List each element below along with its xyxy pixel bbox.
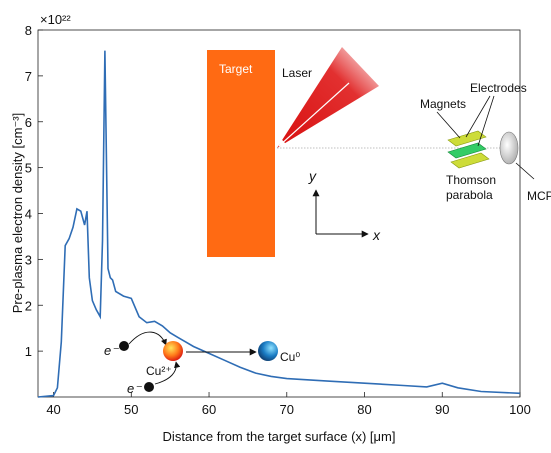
mcp-label: MCP (527, 189, 551, 203)
y-tick-label: 6 (25, 115, 32, 130)
electron-label-upper: e⁻ (104, 343, 119, 358)
thomson-label-line2: parabola (446, 188, 493, 202)
magnets-pointer (436, 111, 461, 139)
y-tick-label: 5 (25, 161, 32, 176)
y-multiplier: ×10²² (40, 12, 71, 27)
electron-path-upper (128, 331, 167, 346)
x-tick-label: 50 (124, 402, 138, 417)
mcp-pointer (515, 162, 535, 180)
electron-label-lower: e⁻ (127, 381, 142, 396)
y-tick-label: 1 (25, 344, 32, 359)
x-tick-label: 100 (509, 402, 531, 417)
electrodes-label: Electrodes (470, 81, 527, 95)
y-direction-label: y (308, 168, 317, 184)
electron-dot-lower (144, 382, 154, 392)
x-tick-label: 90 (435, 402, 449, 417)
y-tick-label: 3 (25, 252, 32, 267)
density-curve (37, 50, 521, 398)
neutral-copper-icon (258, 341, 278, 361)
x-axis-label: Distance from the target surface (x) [μm… (163, 429, 396, 444)
y-axis-ticks: 1 2 3 4 5 6 7 8 (25, 23, 43, 359)
plot-frame (37, 29, 521, 398)
x-tick-label: 80 (357, 402, 371, 417)
electrodes-pointer-2 (477, 95, 495, 147)
electron-dot-upper (119, 341, 129, 351)
target-block (207, 50, 275, 257)
y-tick-label: 8 (25, 23, 32, 38)
electrodes-pointer-1 (465, 95, 491, 138)
x-direction-label: x (372, 227, 381, 243)
y-axis-label: Pre-plasma electron density [cm⁻³] (10, 113, 25, 313)
copper-ion-icon (163, 341, 183, 361)
x-axis-ticks: 40 50 60 70 80 90 100 (46, 392, 531, 417)
thomson-label-line1: Thomson (446, 173, 496, 187)
target-label: Target (219, 62, 253, 76)
laser-beam (277, 47, 379, 148)
copper-ion-label: Cu²⁺ (146, 364, 172, 378)
magnets-label: Magnets (420, 97, 466, 111)
x-tick-label: 60 (202, 402, 216, 417)
neutral-copper-label: Cu⁰ (280, 350, 300, 364)
y-tick-label: 7 (25, 69, 32, 84)
laser-label: Laser (282, 66, 312, 80)
mcp-detector-icon (499, 131, 519, 165)
electron-path-lower (154, 361, 181, 385)
thomson-parabola-icon (447, 130, 490, 169)
x-tick-label: 70 (280, 402, 294, 417)
laser-direction-arrow (278, 82, 350, 147)
y-tick-label: 2 (25, 298, 32, 313)
x-tick-label: 40 (46, 402, 60, 417)
y-tick-label: 4 (25, 207, 32, 222)
